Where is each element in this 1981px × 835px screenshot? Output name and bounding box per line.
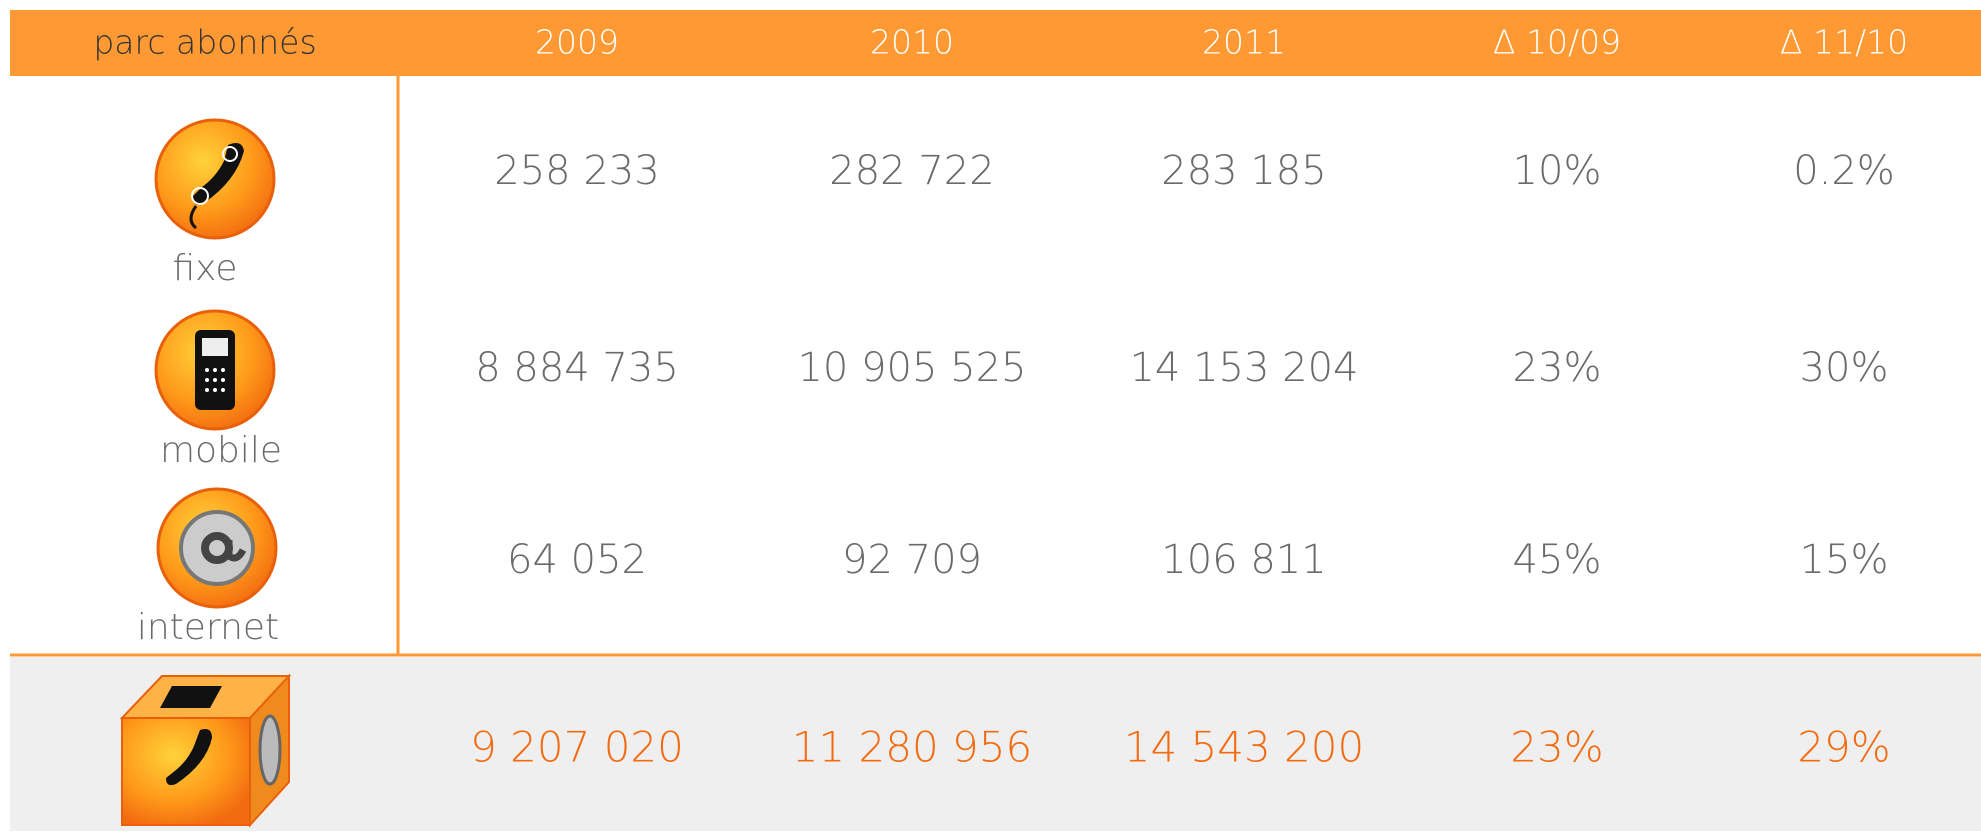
value-cell: 10 905 525 [797,345,1026,391]
value-cell: 0.2% [1793,148,1895,194]
total-cell: 9 207 020 [470,723,684,772]
total-cell: 29% [1797,723,1890,772]
value-cell: 106 811 [1161,537,1326,583]
row-label: mobile [160,430,282,471]
internet-icon [156,487,278,609]
header-cell: parc abonnés [93,23,316,62]
total-cell: 23% [1510,723,1603,772]
value-cell: 10% [1513,148,1602,194]
fixe-icon [154,118,276,240]
header-cell: 2011 [1202,23,1286,62]
value-cell: 30% [1800,345,1889,391]
bundle-icon [119,673,292,828]
value-cell: 258 233 [494,148,659,194]
header-cell: Δ 11/10 [1780,23,1908,62]
row-label: internet [137,607,279,648]
value-cell: 14 153 204 [1129,345,1358,391]
value-cell: 282 722 [829,148,994,194]
header-cell: Δ 10/09 [1493,23,1621,62]
value-cell: 92 709 [842,537,982,583]
value-cell: 283 185 [1161,148,1326,194]
total-cell: 11 280 956 [792,723,1032,772]
header-cell: 2009 [535,23,619,62]
value-cell: 45% [1513,537,1602,583]
header-bar [10,10,1981,76]
total-row-bg [10,657,1981,831]
value-cell: 23% [1513,345,1602,391]
value-cell: 15% [1800,537,1889,583]
value-cell: 8 884 735 [475,345,679,391]
header-cell: 2010 [870,23,954,62]
row-label: fixe [172,248,237,289]
value-cell: 64 052 [507,537,647,583]
mobile-icon [154,309,276,431]
total-cell: 14 543 200 [1124,723,1364,772]
